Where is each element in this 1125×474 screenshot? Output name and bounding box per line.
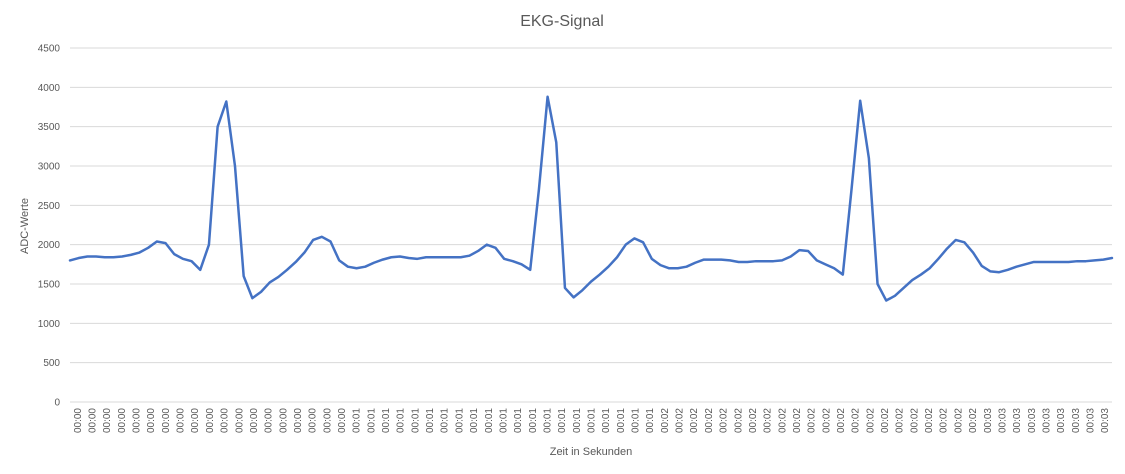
y-axis-ticks: 0 500 1000 1500 2000 2500 3000 3500 4000 4500 xyxy=(38,44,61,409)
x-tick-label: 00:02 xyxy=(895,408,906,433)
x-tick-label: 00:02 xyxy=(909,408,920,433)
x-tick-label: 00:02 xyxy=(807,408,818,433)
x-tick-label: 00:01 xyxy=(645,408,656,433)
x-tick-label: 00:02 xyxy=(968,408,979,433)
x-tick-label: 00:00 xyxy=(322,408,333,433)
x-tick-label: 00:01 xyxy=(587,408,598,433)
x-tick-label: 00:00 xyxy=(220,408,231,433)
chart-title: EKG-Signal xyxy=(520,13,604,30)
x-tick-label: 00:03 xyxy=(997,408,1008,433)
x-tick-label: 00:01 xyxy=(616,408,627,433)
x-tick-label: 00:02 xyxy=(924,408,935,433)
x-tick-label: 00:01 xyxy=(396,408,407,433)
x-tick-label: 00:01 xyxy=(410,408,421,433)
x-tick-label: 00:01 xyxy=(498,408,509,433)
x-tick-label: 00:00 xyxy=(205,408,216,433)
x-tick-label: 00:00 xyxy=(278,408,289,433)
x-tick-label: 00:02 xyxy=(821,408,832,433)
x-tick-label: 00:01 xyxy=(631,408,642,433)
y-axis-label: ADC-Werte xyxy=(19,198,31,254)
gridlines xyxy=(70,47,1112,364)
x-tick-label: 00:00 xyxy=(132,408,143,433)
y-tick-label: 3500 xyxy=(38,122,61,133)
x-tick-label: 00:01 xyxy=(352,408,363,433)
x-tick-label: 00:00 xyxy=(73,408,84,433)
x-tick-label: 00:01 xyxy=(513,408,524,433)
x-tick-label: 00:00 xyxy=(161,408,172,433)
y-tick-label: 3000 xyxy=(38,162,61,173)
y-tick-label: 2000 xyxy=(38,240,61,251)
x-tick-label: 00:02 xyxy=(704,408,715,433)
x-tick-label: 00:01 xyxy=(601,408,612,433)
y-tick-label: 2500 xyxy=(38,201,61,212)
x-tick-label: 00:03 xyxy=(983,408,994,433)
x-tick-label: 00:00 xyxy=(117,408,128,433)
x-tick-label: 00:02 xyxy=(748,408,759,433)
x-axis-label: Zeit in Sekunden xyxy=(550,446,633,458)
x-tick-label: 00:02 xyxy=(865,408,876,433)
x-tick-label: 00:03 xyxy=(1071,408,1082,433)
x-tick-label: 00:03 xyxy=(1085,408,1096,433)
x-tick-label: 00:00 xyxy=(102,408,113,433)
x-tick-label: 00:02 xyxy=(953,408,964,433)
x-tick-label: 00:02 xyxy=(719,408,730,433)
x-tick-label: 00:01 xyxy=(557,408,568,433)
y-tick-label: 1500 xyxy=(38,280,61,291)
x-tick-label: 00:00 xyxy=(264,408,275,433)
x-tick-label: 00:01 xyxy=(528,408,539,433)
x-tick-label: 00:02 xyxy=(660,408,671,433)
x-tick-label: 00:00 xyxy=(190,408,201,433)
x-tick-label: 00:00 xyxy=(249,408,260,433)
x-tick-label: 00:01 xyxy=(469,408,480,433)
x-tick-label: 00:02 xyxy=(733,408,744,433)
x-tick-label: 00:03 xyxy=(1100,408,1111,433)
x-tick-label: 00:03 xyxy=(1056,408,1067,433)
x-tick-label: 00:01 xyxy=(440,408,451,433)
x-tick-label: 00:01 xyxy=(381,408,392,433)
x-tick-label: 00:02 xyxy=(792,408,803,433)
x-tick-label: 00:02 xyxy=(689,408,700,433)
x-tick-label: 00:02 xyxy=(763,408,774,433)
y-tick-label: 4500 xyxy=(38,44,61,55)
x-tick-label: 00:01 xyxy=(454,408,465,433)
x-tick-label: 00:02 xyxy=(939,408,950,433)
x-tick-label: 00:02 xyxy=(836,408,847,433)
x-tick-label: 00:01 xyxy=(542,408,553,433)
y-tick-label: 1000 xyxy=(38,319,61,330)
x-tick-label: 00:02 xyxy=(675,408,686,433)
ekg-series-line xyxy=(68,95,1114,302)
x-tick-label: 00:02 xyxy=(777,408,788,433)
x-tick-label: 00:00 xyxy=(234,408,245,433)
x-tick-label: 00:00 xyxy=(293,408,304,433)
x-tick-label: 00:03 xyxy=(1041,408,1052,433)
y-tick-label: 0 xyxy=(54,398,60,409)
x-tick-label: 00:00 xyxy=(88,408,99,433)
x-tick-label: 00:00 xyxy=(176,408,187,433)
y-tick-label: 4000 xyxy=(38,83,61,94)
x-tick-label: 00:01 xyxy=(572,408,583,433)
x-tick-label: 00:03 xyxy=(1027,408,1038,433)
x-tick-label: 00:00 xyxy=(337,408,348,433)
x-tick-label: 00:02 xyxy=(880,408,891,433)
x-tick-label: 00:01 xyxy=(484,408,495,433)
x-tick-label: 00:02 xyxy=(851,408,862,433)
x-tick-label: 00:01 xyxy=(425,408,436,433)
x-tick-label: 00:00 xyxy=(146,408,157,433)
x-tick-label: 00:03 xyxy=(1012,408,1023,433)
x-tick-label: 00:00 xyxy=(308,408,319,433)
x-axis-ticks: 00:00 00:00 00:00 00:00 00:00 00:00 00:00 00:00… xyxy=(73,408,1111,433)
x-tick-label: 00:01 xyxy=(366,408,377,433)
y-tick-label: 500 xyxy=(43,358,60,369)
